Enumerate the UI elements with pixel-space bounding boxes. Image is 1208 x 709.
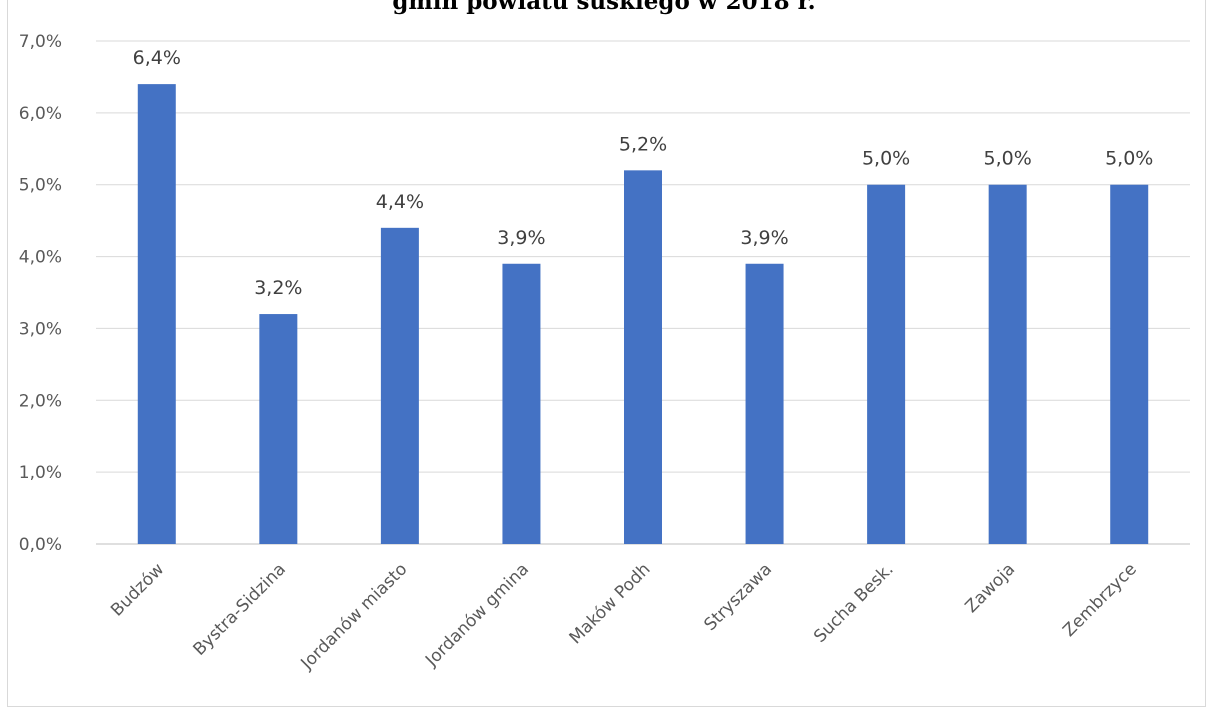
bar <box>137 84 176 544</box>
bar <box>259 314 298 544</box>
y-tick-label: 1,0% <box>19 463 62 483</box>
bar <box>867 184 906 544</box>
data-label: 4,4% <box>376 191 424 213</box>
data-label: 3,9% <box>497 227 545 249</box>
data-label: 3,9% <box>740 227 788 249</box>
bar <box>624 170 662 545</box>
y-tick-label: 0,0% <box>19 535 62 555</box>
data-label: 5,0% <box>1105 148 1153 170</box>
bar <box>380 227 419 545</box>
data-label: 5,2% <box>619 133 667 155</box>
data-label: 5,0% <box>984 148 1032 170</box>
chart-frame <box>7 0 1206 707</box>
bar <box>502 263 541 544</box>
data-label: 3,2% <box>254 277 302 299</box>
data-label: 5,0% <box>862 148 910 170</box>
y-tick-label: 3,0% <box>19 319 62 339</box>
x-tick-label: Jordanów gmina <box>421 559 533 671</box>
y-tick-label: 5,0% <box>19 176 62 196</box>
x-tick-label: Zembrzyce <box>1059 559 1140 640</box>
chart-title: gmin powiatu suskiego w 2018 r. <box>392 0 816 15</box>
bar <box>988 184 1027 544</box>
bar <box>1110 184 1149 544</box>
y-tick-label: 6,0% <box>19 104 62 124</box>
x-tick-label: Zawoja <box>962 559 1020 617</box>
x-tick-label: Bystra-Sidzina <box>190 559 290 659</box>
x-tick-label: Jordanów miasto <box>297 559 412 674</box>
y-tick-label: 7,0% <box>19 32 62 52</box>
bar <box>745 263 784 544</box>
x-tick-label: Sucha Besk. <box>810 559 898 647</box>
data-label: 6,4% <box>133 47 181 69</box>
x-tick-label: Budzów <box>107 559 168 620</box>
x-tick-label: Stryszawa <box>700 559 776 635</box>
y-tick-label: 4,0% <box>19 248 62 268</box>
y-tick-label: 2,0% <box>19 391 62 411</box>
x-tick-label: Maków Podh <box>566 559 655 648</box>
